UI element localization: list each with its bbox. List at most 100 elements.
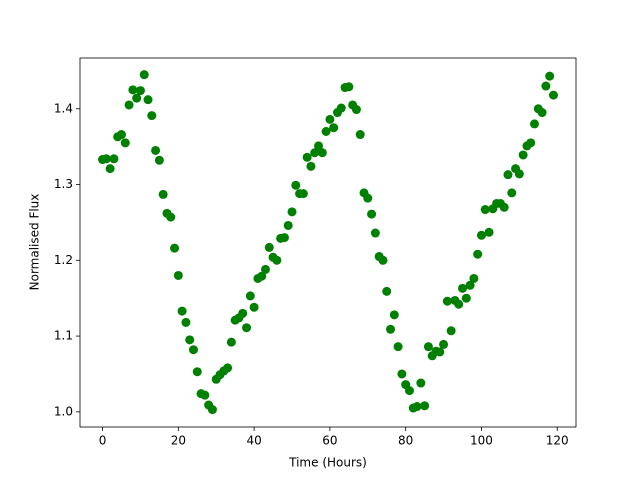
point — [386, 324, 396, 334]
point — [238, 308, 248, 318]
point — [325, 114, 335, 124]
point — [158, 189, 168, 199]
point — [435, 347, 445, 357]
point — [378, 255, 388, 265]
point — [507, 188, 517, 198]
x-tick-label: 40 — [246, 434, 261, 448]
point — [439, 339, 449, 349]
point — [382, 286, 392, 296]
point — [420, 401, 430, 411]
point — [484, 227, 494, 237]
point — [226, 337, 236, 347]
point — [139, 70, 149, 80]
point — [272, 255, 282, 265]
point — [298, 189, 308, 199]
point — [317, 148, 327, 158]
point — [223, 363, 233, 373]
point — [291, 180, 301, 190]
point — [530, 119, 540, 129]
point — [351, 105, 361, 115]
point — [105, 164, 115, 174]
point — [461, 293, 471, 303]
point — [480, 205, 490, 215]
point — [147, 111, 157, 121]
point — [355, 130, 365, 140]
point — [170, 243, 180, 253]
point — [264, 242, 274, 252]
point — [314, 141, 324, 151]
point — [344, 82, 354, 92]
point — [454, 299, 464, 309]
x-tick-label: 100 — [470, 434, 493, 448]
point — [260, 264, 270, 274]
x-tick-label: 60 — [322, 434, 337, 448]
point — [514, 169, 524, 179]
point — [526, 138, 536, 148]
point — [109, 154, 119, 164]
point — [363, 193, 373, 203]
point — [249, 302, 259, 312]
y-axis-label: Normalised Flux — [28, 194, 42, 291]
point — [283, 220, 293, 230]
point — [166, 212, 176, 222]
point — [310, 148, 320, 158]
point — [143, 95, 153, 105]
point — [188, 345, 198, 355]
point — [120, 138, 130, 148]
point — [389, 310, 399, 320]
x-tick-label: 80 — [398, 434, 413, 448]
x-tick-label: 120 — [546, 434, 569, 448]
plot-frame — [79, 57, 577, 428]
point — [541, 81, 551, 91]
point — [397, 369, 407, 379]
point — [499, 202, 509, 212]
point — [181, 317, 191, 327]
point — [302, 152, 312, 162]
point — [446, 326, 456, 336]
point — [173, 270, 183, 280]
point — [242, 323, 252, 333]
point — [177, 306, 187, 316]
x-tick-label: 20 — [171, 434, 186, 448]
point — [393, 342, 403, 352]
point — [548, 90, 558, 100]
point — [545, 71, 555, 81]
point — [476, 230, 486, 240]
point — [465, 280, 475, 290]
point — [207, 405, 217, 415]
point — [329, 123, 339, 133]
point — [116, 130, 126, 140]
point — [306, 161, 316, 171]
point — [518, 150, 528, 160]
y-tick-label: 1.4 — [54, 101, 73, 115]
point — [416, 378, 426, 388]
point — [503, 170, 513, 180]
point — [257, 271, 267, 281]
point — [367, 209, 377, 219]
point — [132, 93, 142, 103]
point — [192, 367, 202, 377]
point — [154, 155, 164, 165]
point — [336, 103, 346, 113]
y-tick-label: 1.2 — [54, 253, 73, 267]
y-tick-label: 1.1 — [54, 329, 73, 343]
x-axis-label: Time (Hours) — [288, 456, 367, 470]
point — [469, 273, 479, 283]
point — [458, 283, 468, 293]
point — [135, 86, 145, 96]
y-tick-label: 1.0 — [54, 404, 73, 418]
point — [442, 296, 452, 306]
x-tick-label: 0 — [99, 434, 107, 448]
point — [537, 108, 547, 118]
point — [423, 342, 433, 352]
point — [287, 207, 297, 217]
point — [245, 291, 255, 301]
y-tick-label: 1.3 — [54, 177, 73, 191]
point — [101, 154, 111, 164]
point — [279, 233, 289, 243]
point — [124, 100, 134, 110]
point — [200, 390, 210, 400]
point — [370, 228, 380, 238]
